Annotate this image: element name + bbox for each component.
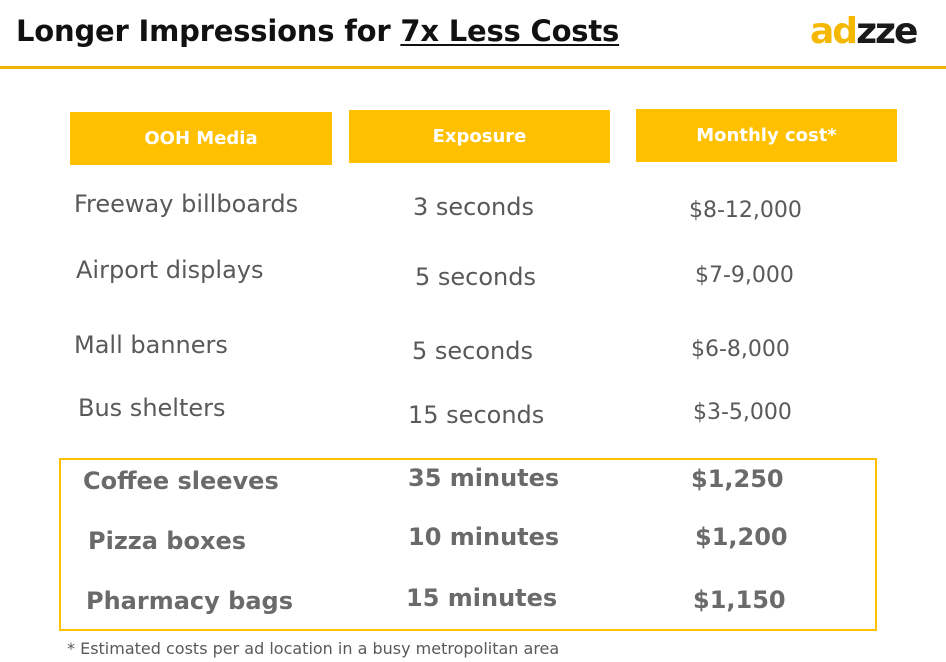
cost-cell: $1,150 — [693, 586, 786, 614]
adzze-logo: adzze — [810, 11, 918, 52]
cost-cell: $8-12,000 — [689, 198, 802, 223]
exposure-cell: 15 minutes — [406, 584, 558, 612]
cost-cell: $3-5,000 — [693, 400, 792, 425]
logo-part-ad: ad — [810, 11, 858, 52]
footnote: * Estimated costs per ad location in a b… — [67, 639, 560, 658]
media-cell: Mall banners — [74, 331, 228, 359]
media-cell: Pharmacy bags — [86, 587, 293, 615]
column-header-monthly-cost: Monthly cost* — [636, 109, 897, 162]
cost-cell: $1,250 — [691, 465, 784, 493]
exposure-cell: 35 minutes — [408, 464, 560, 492]
column-header-exposure: Exposure — [349, 110, 610, 163]
header-divider — [0, 66, 946, 69]
title-emphasis: 7x Less Costs — [400, 14, 620, 48]
column-header-media: OOH Media — [70, 112, 332, 165]
logo-part-zze: zze — [856, 11, 918, 52]
page-title: Longer Impressions for 7x Less Costs — [16, 14, 619, 48]
media-cell: Pizza boxes — [88, 527, 247, 555]
cost-cell: $1,200 — [695, 523, 788, 551]
highlight-box — [59, 458, 877, 631]
cost-cell: $7-9,000 — [695, 263, 794, 288]
media-cell: Bus shelters — [78, 394, 226, 422]
exposure-cell: 10 minutes — [408, 523, 560, 551]
exposure-cell: 15 seconds — [408, 401, 545, 429]
exposure-cell: 5 seconds — [412, 337, 533, 365]
media-cell: Airport displays — [76, 256, 264, 284]
title-prefix: Longer Impressions for — [16, 14, 401, 48]
cost-cell: $6-8,000 — [691, 337, 790, 362]
exposure-cell: 5 seconds — [415, 263, 536, 291]
media-cell: Coffee sleeves — [83, 467, 279, 495]
exposure-cell: 3 seconds — [413, 193, 534, 221]
media-cell: Freeway billboards — [74, 190, 299, 218]
